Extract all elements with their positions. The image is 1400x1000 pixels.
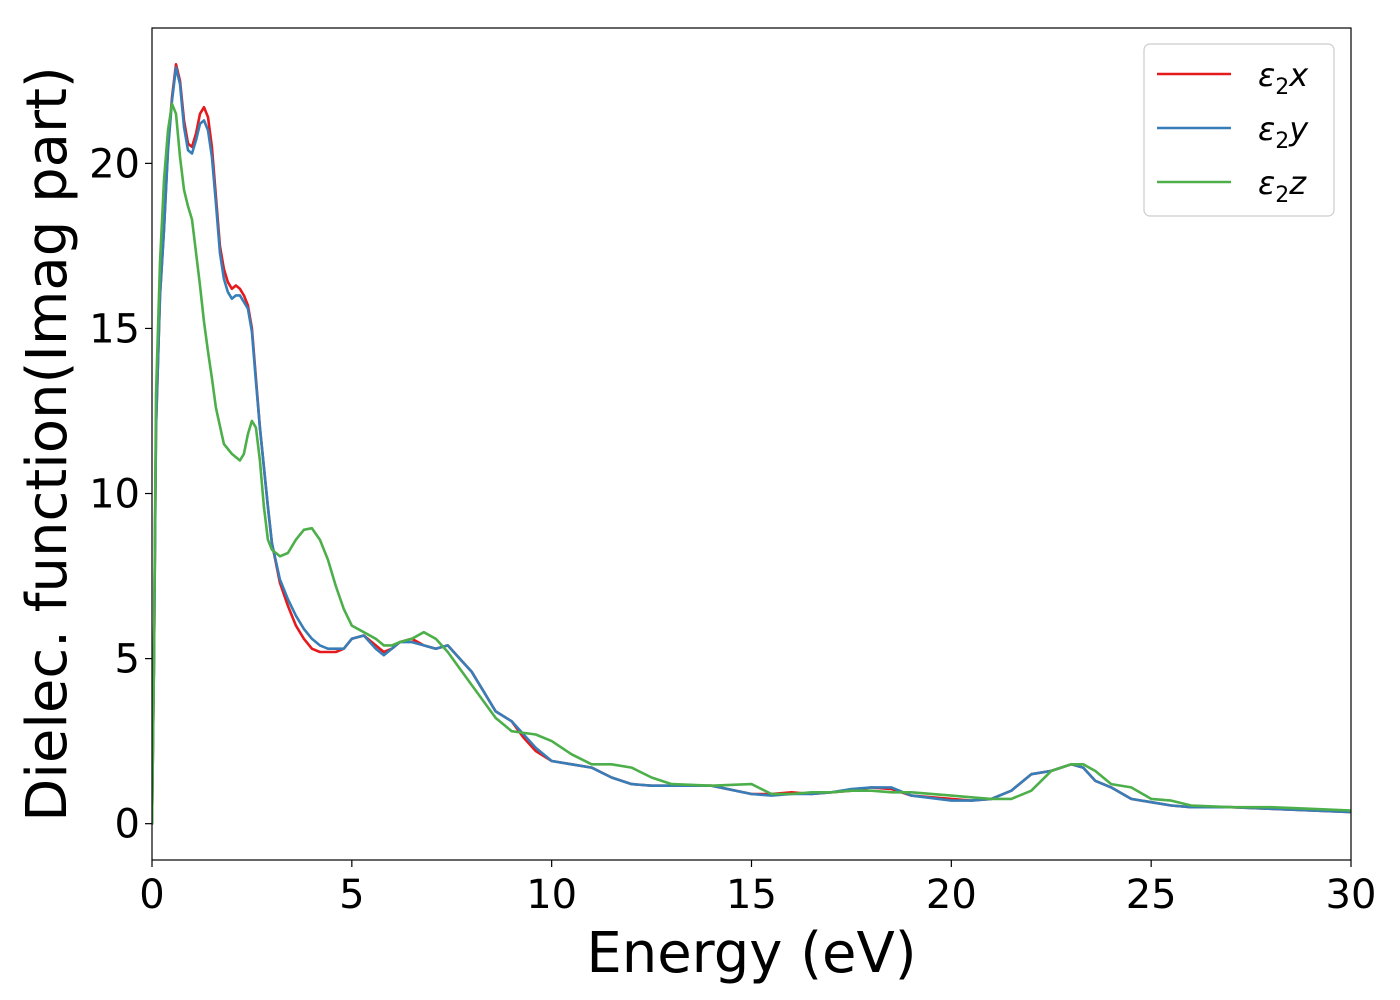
x-tick-label: 0 [139,872,164,918]
y-tick-label: 10 [89,472,140,518]
y-tick-label: 20 [89,141,140,187]
x-tick-label: 25 [1126,872,1177,918]
x-tick-label: 30 [1326,872,1377,918]
y-tick-label: 5 [115,637,140,683]
legend-entry-y: ε2y [1157,110,1309,154]
y-tick-label: 15 [89,306,140,352]
y-axis-label: Dielec. function(Imag part) [15,66,80,822]
y-tick-label: 0 [115,802,140,848]
legend: ε2x ε2y ε2z [1143,43,1335,217]
legend-entry-z: ε2z [1157,164,1307,208]
legend-label: ε2x [1258,56,1309,100]
legend-label: ε2y [1258,110,1309,154]
x-tick-label: 15 [726,872,777,918]
x-tick-label: 5 [339,872,364,918]
y-axis-ticks: 0 5 10 15 20 [89,141,152,848]
series-line-z [152,102,1351,825]
legend-label: ε2z [1258,164,1307,208]
legend-box [1143,43,1335,217]
series-layer [152,63,1351,825]
legend-entry-x: ε2x [1157,56,1309,100]
x-axis-label: Energy (eV) [586,921,916,986]
x-axis-ticks: 0 5 10 15 20 25 30 [139,860,1376,918]
x-tick-label: 10 [526,872,577,918]
x-tick-label: 20 [926,872,977,918]
